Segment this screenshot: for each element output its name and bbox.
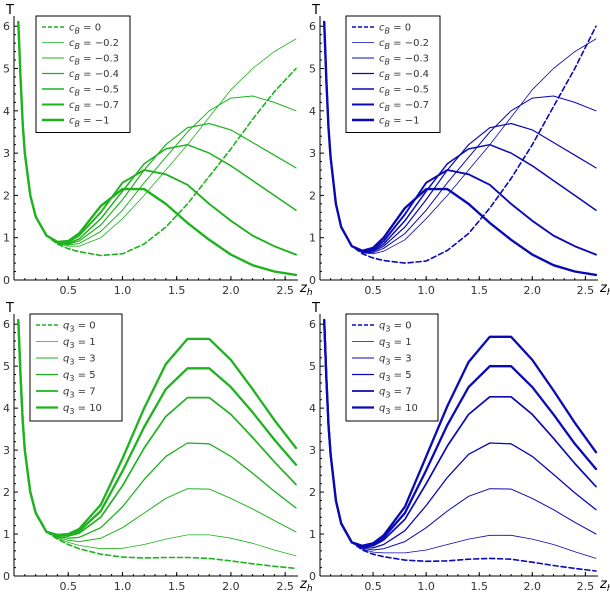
y-tick-label: 5 [309, 63, 316, 76]
y-tick-label: 4 [309, 105, 316, 118]
x-tick-label: 2.0 [524, 580, 542, 593]
series-line [17, 318, 298, 537]
y-tick-label: 6 [3, 318, 10, 331]
x-axis-title: zh [599, 281, 610, 298]
legend-label: cB = −0.5 [69, 85, 119, 98]
legend [29, 313, 123, 422]
chart-panel-3: 0 1 2 3 4 5 6 0.5 1.0 1.5 2.0 2.5 Tzh q3 = 0 q3 = 1 q3 … [3, 301, 313, 594]
chart-panel-4: 0 1 2 3 4 5 6 0.5 1.0 1.5 2.0 2.5 Tzh q3 = 0 q3 = 1 q3 … [309, 301, 610, 594]
x-tick-label: 1.5 [168, 284, 186, 297]
legend [35, 15, 131, 133]
x-tick-label: 1.0 [114, 580, 132, 593]
x-tick-label: 1.5 [470, 580, 488, 593]
x-tick-label: 0.5 [59, 580, 77, 593]
series-line [323, 20, 598, 277]
legend-label: cB = −1 [69, 116, 109, 129]
y-axis-title: T [311, 301, 320, 316]
legend-label: cB = −0.2 [379, 38, 429, 51]
chart-panel-2: 0 1 2 3 4 5 6 0.5 1.0 1.5 2.0 2.5 Tzh cB = 0 cB = −0.2… [309, 3, 610, 298]
y-tick-label: 2 [3, 486, 10, 499]
legend-label: cB = −0.3 [379, 54, 429, 67]
y-tick-label: 1 [3, 232, 10, 245]
y-tick-label: 6 [309, 318, 316, 331]
series-line [17, 20, 298, 277]
legend [345, 15, 441, 133]
y-tick-label: 0 [3, 274, 10, 287]
x-tick-label: 1.0 [417, 580, 435, 593]
legend-label: q3 = 10 [379, 403, 418, 416]
y-tick-label: 5 [309, 360, 316, 373]
y-tick-label: 5 [3, 360, 10, 373]
legend-label: cB = −0.7 [69, 100, 119, 113]
legend-label: q3 = 3 [63, 354, 96, 367]
y-tick-label: 2 [309, 189, 316, 202]
legend-label: q3 = 0 [379, 321, 412, 334]
x-tick-label: 2.5 [577, 580, 595, 593]
y-tick-label: 6 [309, 20, 316, 33]
y-axis-title: T [311, 3, 320, 18]
x-tick-label: 1.5 [470, 284, 488, 297]
x-tick-label: 2.0 [222, 284, 240, 297]
x-axis-title: zh [599, 577, 610, 594]
y-tick-label: 5 [3, 63, 10, 76]
series-line [323, 319, 597, 572]
x-tick-label: 1.5 [168, 580, 186, 593]
x-tick-label: 2.5 [276, 284, 294, 297]
legend-label: cB = −1 [379, 116, 419, 129]
x-axis-title: zh [299, 577, 313, 594]
y-axis-title: T [5, 3, 14, 18]
legend-label: q3 = 7 [379, 387, 412, 400]
legend-label: cB = −0.4 [69, 69, 119, 82]
series-line [323, 318, 598, 548]
x-tick-label: 2.0 [524, 284, 542, 297]
y-tick-label: 3 [3, 147, 10, 160]
legend-label: cB = 0 [379, 23, 411, 36]
legend-label: q3 = 3 [379, 354, 412, 367]
y-tick-label: 0 [309, 570, 316, 583]
y-tick-label: 0 [309, 274, 316, 287]
legend-label: q3 = 5 [63, 370, 96, 383]
legend-label: cB = −0.3 [69, 54, 119, 67]
y-tick-label: 3 [3, 444, 10, 457]
y-tick-label: 4 [309, 402, 316, 415]
x-tick-label: 0.5 [364, 284, 382, 297]
y-axis-title: T [5, 301, 14, 316]
legend-label: cB = −0.7 [379, 100, 429, 113]
legend-label: cB = −0.2 [69, 38, 119, 51]
legend-label: q3 = 0 [63, 321, 96, 334]
y-tick-label: 4 [3, 402, 10, 415]
legend [345, 313, 439, 422]
y-tick-label: 2 [309, 486, 316, 499]
x-tick-label: 1.0 [417, 284, 435, 297]
y-tick-label: 4 [3, 105, 10, 118]
y-tick-label: 6 [3, 20, 10, 33]
legend-label: cB = −0.5 [379, 85, 429, 98]
legend-label: q3 = 10 [63, 403, 102, 416]
x-tick-label: 2.5 [577, 284, 595, 297]
x-tick-label: 0.5 [59, 284, 77, 297]
legend-label: q3 = 5 [379, 370, 412, 383]
x-tick-label: 0.5 [364, 580, 382, 593]
legend-label: cB = 0 [69, 23, 101, 36]
chart-panel-1: 0 1 2 3 4 5 6 0.5 1.0 1.5 2.0 2.5 Tzh cB = 0 cB = −0.2… [3, 3, 313, 298]
y-tick-label: 1 [309, 528, 316, 541]
x-axis-title: zh [299, 281, 313, 298]
y-tick-label: 1 [309, 232, 316, 245]
y-tick-label: 0 [3, 570, 10, 583]
legend-label: q3 = 1 [63, 337, 96, 350]
y-tick-label: 3 [309, 147, 316, 160]
legend-label: q3 = 1 [379, 337, 412, 350]
legend-label: q3 = 7 [63, 387, 96, 400]
y-tick-label: 3 [309, 444, 316, 457]
y-tick-label: 2 [3, 189, 10, 202]
legend-label: cB = −0.4 [379, 69, 429, 82]
x-tick-label: 2.0 [222, 580, 240, 593]
y-tick-label: 1 [3, 528, 10, 541]
x-tick-label: 2.5 [276, 580, 294, 593]
x-tick-label: 1.0 [114, 284, 132, 297]
